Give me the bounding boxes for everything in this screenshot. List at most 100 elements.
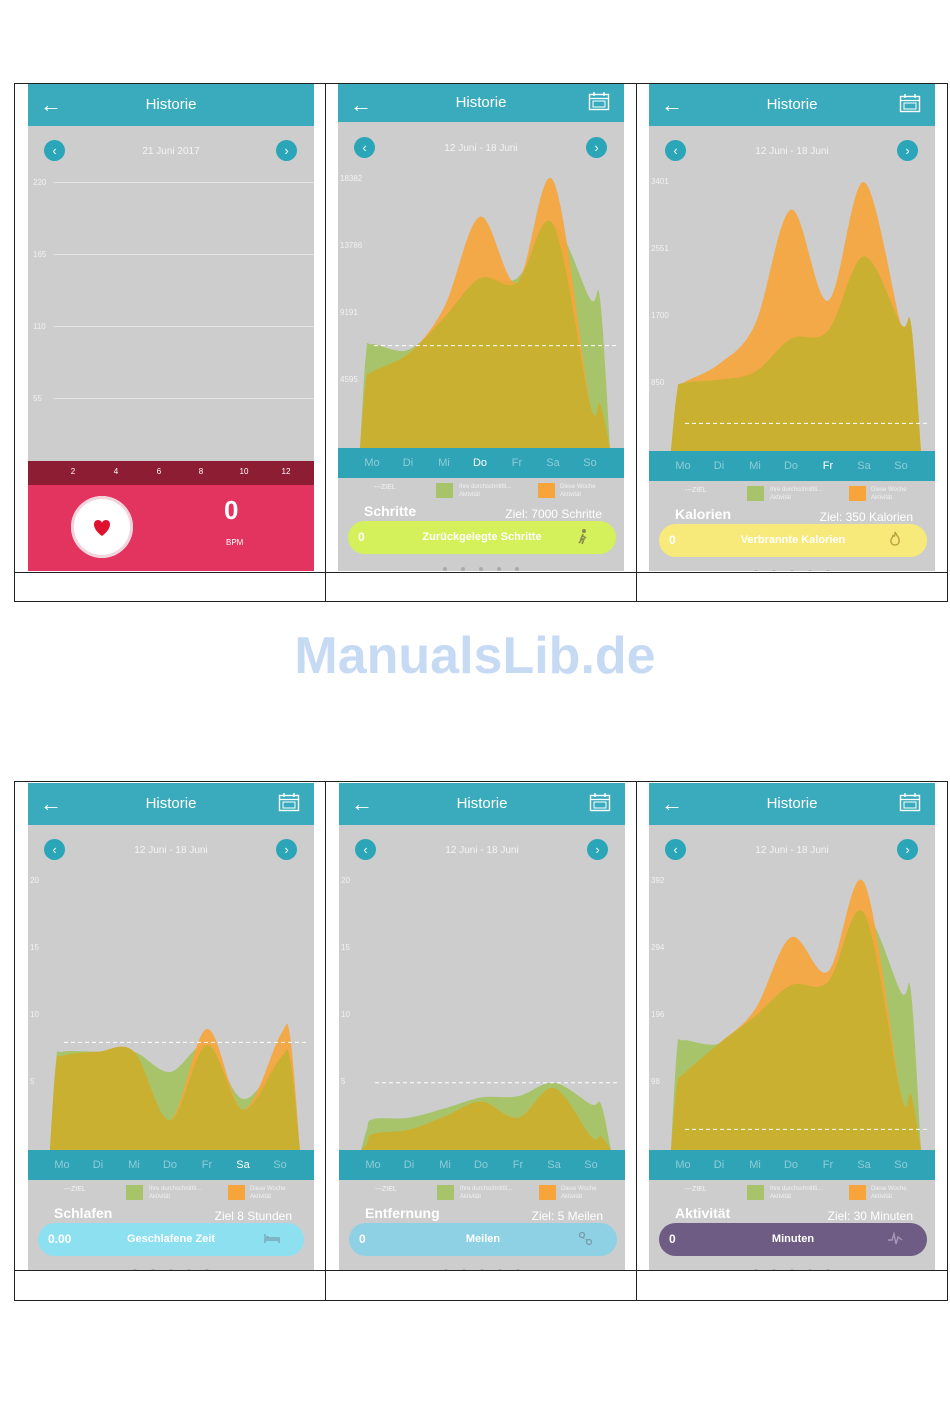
day-label[interactable]: So [583, 457, 597, 469]
next-button[interactable]: › [897, 140, 918, 161]
previous-button[interactable]: ‹ [44, 140, 65, 161]
calendar-icon[interactable] [899, 792, 921, 817]
next-button[interactable]: › [276, 839, 297, 860]
day-label[interactable]: Di [403, 1159, 415, 1171]
page-dot[interactable] [826, 570, 830, 571]
page-dot[interactable] [461, 567, 465, 571]
page-dot[interactable] [151, 1269, 155, 1270]
metric-value: 0.00 [48, 1232, 72, 1246]
day-label[interactable]: Di [713, 460, 725, 472]
page-indicator[interactable] [649, 1260, 935, 1270]
day-label[interactable]: Do [783, 1159, 799, 1171]
activity-screen: ← Historie ‹ 12 Juni - 18 Juni › 392 294 196 98 M… [649, 783, 935, 1270]
previous-button[interactable]: ‹ [44, 839, 65, 860]
day-label[interactable]: So [584, 1159, 598, 1171]
day-label[interactable]: Fr [822, 1159, 834, 1171]
page-dot[interactable] [444, 1269, 448, 1270]
arrow-left-icon[interactable]: ← [661, 791, 683, 816]
chart-legend: ---ZIEL Ihre durchschnittli... Aktivität Di… [339, 1182, 625, 1202]
day-label[interactable]: Mi [439, 1159, 451, 1171]
day-label[interactable]: Mi [438, 457, 450, 469]
page-indicator[interactable] [339, 1260, 625, 1270]
calendar-icon[interactable] [278, 792, 300, 817]
day-label[interactable]: Sa [857, 1159, 871, 1171]
page-dot[interactable] [462, 1269, 466, 1270]
day-label[interactable]: Sa [236, 1159, 250, 1171]
previous-button[interactable]: ‹ [665, 140, 686, 161]
day-label[interactable]: Sa [546, 457, 560, 469]
arrow-left-icon[interactable]: ← [350, 92, 372, 117]
arrow-left-icon[interactable]: ← [40, 791, 62, 816]
day-label[interactable]: Fr [822, 460, 834, 472]
arrow-left-icon[interactable]: ← [661, 92, 683, 117]
previous-button[interactable]: ‹ [354, 137, 375, 158]
metric-summary-button[interactable]: 0 Zurückgelegte Schritte [348, 521, 616, 554]
metric-summary-button[interactable]: 0.00 Geschlafene Zeit [38, 1223, 304, 1256]
day-label[interactable]: Di [402, 457, 414, 469]
page-dot[interactable] [498, 1269, 502, 1270]
metric-summary-button[interactable]: 0 Minuten [659, 1223, 927, 1256]
chart-legend: ---ZIEL Ihre durchschnittli... Aktivität Di… [28, 1182, 314, 1202]
heart-rate-button[interactable] [71, 496, 133, 558]
next-button[interactable]: › [897, 839, 918, 860]
page-dot[interactable] [169, 1269, 173, 1270]
steps-screen: ← Historie ‹ 12 Juni - 18 Juni › 18382 13786 91… [338, 84, 624, 571]
day-label[interactable]: Do [783, 460, 799, 472]
previous-button[interactable]: ‹ [665, 839, 686, 860]
metric-summary-button[interactable]: 0 Meilen [349, 1223, 617, 1256]
page-dot[interactable] [133, 1269, 137, 1270]
previous-button[interactable]: ‹ [355, 839, 376, 860]
page-indicator[interactable] [28, 1260, 314, 1270]
day-label[interactable]: Mo [365, 1159, 381, 1171]
day-label[interactable]: So [894, 1159, 908, 1171]
page-dot[interactable] [187, 1269, 191, 1270]
day-label[interactable]: Do [473, 1159, 489, 1171]
page-dot[interactable] [479, 567, 483, 571]
metric-summary-button[interactable]: 0 Verbrannte Kalorien [659, 524, 927, 557]
day-label[interactable]: Mi [128, 1159, 140, 1171]
day-label[interactable]: Sa [547, 1159, 561, 1171]
page-dot[interactable] [754, 1269, 758, 1270]
page-dot[interactable] [205, 1269, 209, 1270]
day-label[interactable]: Do [162, 1159, 178, 1171]
page-dot[interactable] [772, 570, 776, 571]
day-axis: Mo Di Mi Do Fr Sa So [28, 1150, 314, 1180]
day-label[interactable]: Mo [675, 460, 691, 472]
page-dot[interactable] [790, 570, 794, 571]
day-label[interactable]: Di [713, 1159, 725, 1171]
calendar-icon[interactable] [588, 91, 610, 116]
page-dot[interactable] [808, 1269, 812, 1270]
day-label[interactable]: Fr [511, 457, 523, 469]
calendar-icon[interactable] [899, 93, 921, 118]
day-label[interactable]: Fr [512, 1159, 524, 1171]
day-label[interactable]: Fr [201, 1159, 213, 1171]
page-dot[interactable] [808, 570, 812, 571]
day-label[interactable]: So [894, 460, 908, 472]
day-label[interactable]: So [273, 1159, 287, 1171]
page-dot[interactable] [515, 567, 519, 571]
day-label[interactable]: Mo [675, 1159, 691, 1171]
day-label[interactable]: Mi [749, 460, 761, 472]
page-indicator[interactable] [649, 561, 935, 571]
day-label[interactable]: Di [92, 1159, 104, 1171]
next-button[interactable]: › [276, 140, 297, 161]
next-button[interactable]: › [586, 137, 607, 158]
page-dot[interactable] [516, 1269, 520, 1270]
page-dot[interactable] [497, 567, 501, 571]
day-label[interactable]: Mo [54, 1159, 70, 1171]
page-dot[interactable] [772, 1269, 776, 1270]
day-label[interactable]: Sa [857, 460, 871, 472]
calendar-icon[interactable] [589, 792, 611, 817]
page-dot[interactable] [826, 1269, 830, 1270]
next-button[interactable]: › [587, 839, 608, 860]
page-indicator[interactable] [338, 558, 624, 571]
page-dot[interactable] [790, 1269, 794, 1270]
arrow-left-icon[interactable]: ← [40, 92, 62, 117]
page-dot[interactable] [443, 567, 447, 571]
day-label[interactable]: Mo [364, 457, 380, 469]
day-label[interactable]: Do [472, 457, 488, 469]
day-label[interactable]: Mi [749, 1159, 761, 1171]
page-dot[interactable] [480, 1269, 484, 1270]
arrow-left-icon[interactable]: ← [351, 791, 373, 816]
page-dot[interactable] [754, 570, 758, 571]
